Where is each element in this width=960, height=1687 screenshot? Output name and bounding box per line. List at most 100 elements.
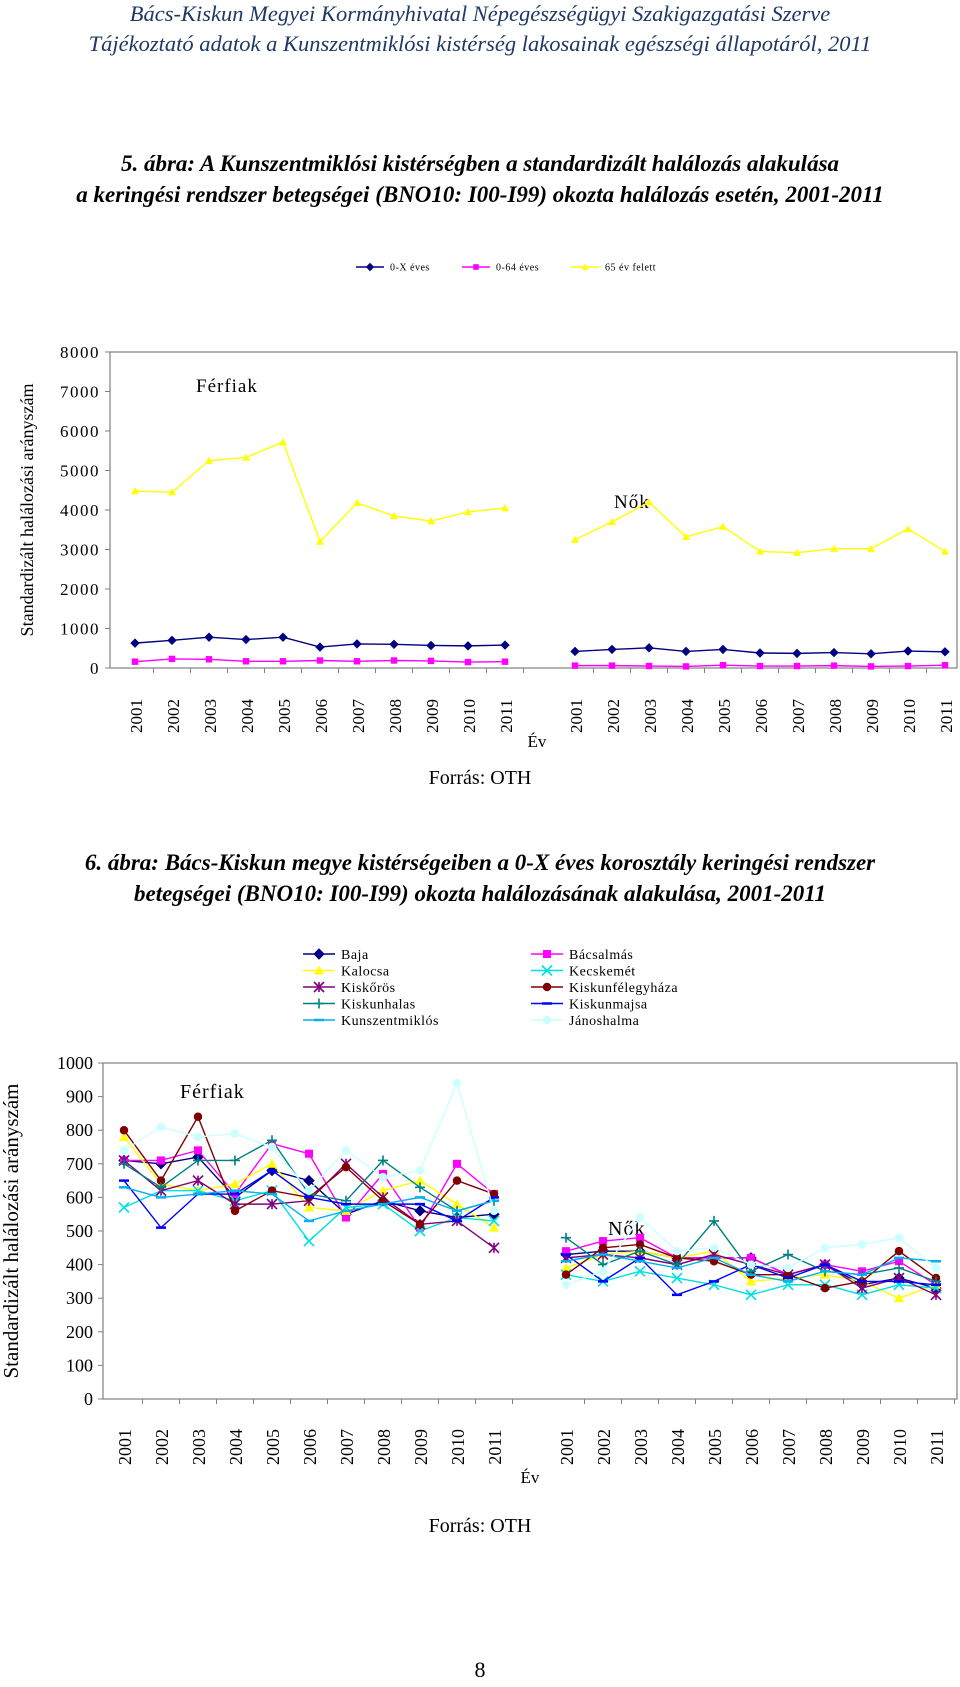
x-tick-label: 2007 <box>789 699 808 734</box>
data-point-0-x-ves-ferfiak <box>463 641 473 651</box>
data-point-kiskunhalas-ferfiak <box>119 1158 129 1169</box>
data-point-b-csalm-s-nok <box>747 1253 755 1262</box>
y-tick-label: 4000 <box>60 501 100 520</box>
data-point-65-v-felett-nok <box>608 517 616 526</box>
data-point-0-64-ves-ferfiak <box>131 658 139 665</box>
x-tick-label: 2002 <box>152 1429 172 1465</box>
data-point-65-v-felett-nok <box>941 547 949 555</box>
x-tick-label: 2010 <box>448 1429 468 1465</box>
data-point-0-x-ves-ferfiak <box>352 639 362 649</box>
legend-marker-kiskunf-legyh-za <box>542 982 552 992</box>
data-point-kiskunhalas-ferfiak <box>230 1155 240 1166</box>
figure-5-source: Forrás: OTH <box>428 767 532 789</box>
y-tick-label: 300 <box>66 1288 93 1308</box>
data-point-b-csalm-s-ferfiak <box>342 1213 350 1222</box>
data-point-kecskem-t-ferfiak <box>488 1215 500 1227</box>
y-tick-label: 400 <box>66 1255 93 1275</box>
data-point-b-csalm-s-ferfiak <box>453 1159 461 1168</box>
data-point-0-64-ves-nok <box>867 663 875 670</box>
data-point-b-csalm-s-ferfiak <box>305 1149 313 1158</box>
data-point-0-x-ves-nok <box>570 646 580 657</box>
data-point-j-noshalma-ferfiak <box>193 1132 203 1142</box>
data-point-kalocsa-ferfiak <box>267 1158 277 1168</box>
data-point-65-v-felett-nok <box>571 535 579 543</box>
data-point-65-v-felett-ferfiak <box>390 511 398 520</box>
y-axis-title: Standardizált halálozási arányszám <box>17 384 37 637</box>
data-point-kisk-r-s-nok <box>930 1289 942 1301</box>
data-point-65-v-felett-nok <box>719 522 727 530</box>
data-point-j-noshalma-nok <box>672 1246 682 1256</box>
data-point-kiskunhalas-nok <box>783 1249 793 1260</box>
data-point-kiskunhalas-ferfiak <box>378 1155 388 1166</box>
x-tick-label: 2011 <box>485 1429 505 1464</box>
legend-label-kunszentmikl-s: Kunszentmiklós <box>341 1014 439 1029</box>
data-point-kiskunf-legyh-za-nok <box>561 1270 571 1279</box>
data-point-65-v-felett-ferfiak <box>242 453 250 461</box>
figure-5-title-line-1: 5. ábra: A Kunszentmiklósi kistérségben … <box>120 151 840 176</box>
y-tick-label: 7000 <box>60 383 100 402</box>
data-point-0-64-ves-ferfiak <box>316 657 324 664</box>
figure-6-title-line-1: 6. ábra: Bács-Kiskun megye kistérségeibe… <box>84 850 876 875</box>
data-point-65-v-felett-ferfiak <box>353 498 361 507</box>
data-point-kisk-r-s-ferfiak <box>266 1198 278 1210</box>
data-point-0-64-ves-nok <box>756 662 764 670</box>
data-point-j-noshalma-nok <box>783 1263 793 1273</box>
legend-marker-0-x-ves <box>365 262 375 272</box>
legend-marker-baja <box>313 948 325 960</box>
y-tick-label: 100 <box>66 1355 93 1375</box>
legend-marker-kisk-r-s <box>313 981 325 993</box>
panel-label-ferfiak: Férfiak <box>196 376 258 397</box>
data-point-kiskunhalas-nok <box>709 1215 719 1226</box>
legend-marker-kalocsa <box>314 965 324 975</box>
data-point-j-noshalma-ferfiak <box>341 1146 351 1155</box>
data-point-65-v-felett-nok <box>793 548 801 556</box>
legend-marker-b-csalm-s <box>543 950 551 958</box>
x-tick-label: 2005 <box>715 699 734 733</box>
data-point-baja-ferfiak <box>414 1205 426 1217</box>
data-point-kiskunf-legyh-za-nok <box>820 1283 830 1293</box>
data-point-0-64-ves-ferfiak <box>464 658 472 666</box>
data-point-kecskem-t-nok <box>671 1272 683 1284</box>
y-axis-title: Standardizált halálozási arányszám <box>0 1083 23 1378</box>
data-point-0-64-ves-ferfiak <box>168 655 176 663</box>
figure-5-title: 5. ábra: A Kunszentmiklósi kistérségben … <box>0 148 960 210</box>
data-point-0-x-ves-ferfiak <box>278 632 288 642</box>
data-point-65-v-felett-nok <box>682 532 690 541</box>
data-point-kisk-r-s-ferfiak <box>192 1175 204 1187</box>
data-point-65-v-felett-ferfiak <box>205 456 213 464</box>
data-point-65-v-felett-ferfiak <box>427 517 435 525</box>
legend-marker-65-v-felett <box>581 263 589 270</box>
legend-label-65-v-felett: 65 év felett <box>605 263 656 274</box>
x-tick-label: 2002 <box>164 699 183 733</box>
x-tick-label: 2005 <box>705 1429 725 1465</box>
data-point-kiskunhalas-nok <box>561 1232 571 1243</box>
data-point-65-v-felett-ferfiak <box>131 487 139 495</box>
legend-marker-0-64-ves <box>473 264 479 270</box>
data-point-kalocsa-nok <box>561 1262 571 1272</box>
data-point-kalocsa-ferfiak <box>378 1185 388 1195</box>
x-tick-label: 2004 <box>678 699 697 734</box>
data-point-kiskunf-legyh-za-nok <box>672 1253 682 1263</box>
data-point-0-x-ves-nok <box>644 643 654 653</box>
header-line-1: Bács-Kiskun Megyei Kormányhivatal Népegé… <box>129 1 831 26</box>
legend-label-kiskunmajsa: Kiskunmajsa <box>569 997 648 1012</box>
data-point-kalocsa-ferfiak <box>452 1199 462 1209</box>
data-point-kalocsa-ferfiak <box>230 1178 240 1188</box>
data-point-65-v-felett-nok <box>756 547 764 555</box>
x-tick-label: 2007 <box>349 699 368 734</box>
legend-label-b-csalm-s: Bácsalmás <box>569 948 633 963</box>
data-point-j-noshalma-ferfiak <box>304 1186 314 1195</box>
data-point-b-csalm-s-ferfiak <box>194 1146 202 1155</box>
data-point-j-noshalma-nok <box>709 1243 719 1253</box>
data-point-kecskem-t-ferfiak <box>303 1235 315 1247</box>
data-point-0-x-ves-ferfiak <box>389 639 399 650</box>
data-point-kalocsa-nok <box>746 1276 756 1286</box>
x-tick-label: 2004 <box>668 1429 688 1465</box>
page-number: 8 <box>474 1657 486 1682</box>
data-point-kalocsa-ferfiak <box>304 1202 314 1212</box>
chart-figure-6: 0 100 200 300 400 500 600 700 800 900 1000 Standard… <box>0 948 958 1485</box>
data-point-j-noshalma-ferfiak <box>489 1206 499 1216</box>
data-point-kiskunf-legyh-za-ferfiak <box>193 1112 203 1122</box>
data-point-0-x-ves-nok <box>866 649 876 659</box>
y-tick-label: 500 <box>66 1221 93 1241</box>
